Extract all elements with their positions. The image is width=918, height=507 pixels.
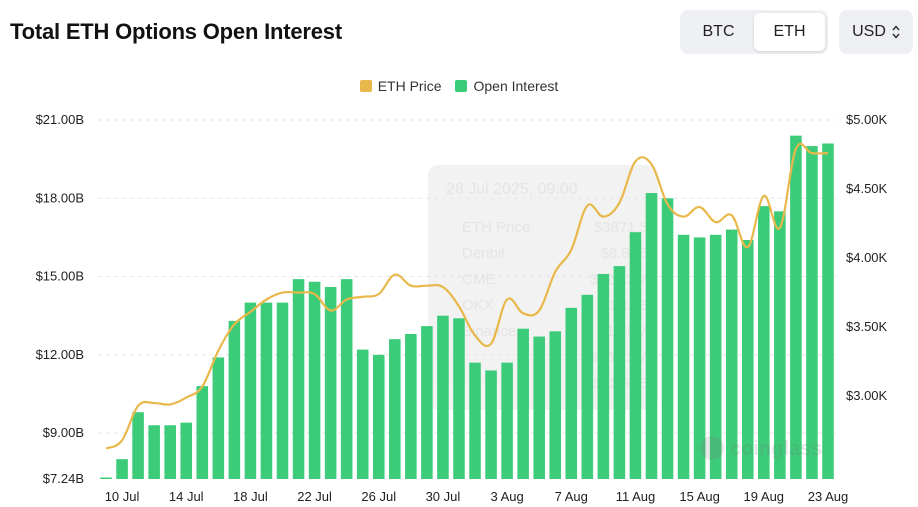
currency-value: USD xyxy=(852,23,886,40)
bar xyxy=(405,333,417,479)
tooltip-ghost-label: ETH Price xyxy=(462,219,530,236)
bar xyxy=(276,302,289,479)
legend-label-price: ETH Price xyxy=(377,78,442,94)
bar xyxy=(164,425,176,479)
y-right-tick-label: $5.00K xyxy=(846,112,888,127)
x-tick-label: 23 Aug xyxy=(808,489,849,504)
bar xyxy=(661,198,674,479)
x-tick-label: 18 Jul xyxy=(233,489,268,504)
bar xyxy=(533,336,545,479)
legend-swatch-price xyxy=(359,80,372,92)
y-axis-left: $21.00B $18.00B $15.00B $12.00B $9.00B $7.24B xyxy=(36,112,84,486)
y-left-tick-label: $15.00B xyxy=(36,269,84,284)
y-right-tick-label: $3.00K xyxy=(846,388,888,403)
x-tick-label: 22 Jul xyxy=(297,489,332,504)
price-series xyxy=(105,142,828,450)
watermark-text: coinglass xyxy=(730,438,822,460)
bar xyxy=(292,279,305,479)
bar xyxy=(421,326,433,479)
price-line xyxy=(105,142,828,450)
bar xyxy=(196,386,209,479)
tooltip-ghost-value: $3871.5 xyxy=(594,219,648,236)
x-axis: 10 Jul 14 Jul 18 Jul 22 Jul 26 Jul 30 Jul 3 Au… xyxy=(105,489,849,504)
bar xyxy=(677,234,690,479)
bar xyxy=(613,266,626,479)
bar xyxy=(565,307,578,479)
bar xyxy=(437,315,449,479)
tooltip-ghost-label: OKX xyxy=(462,297,494,314)
tooltip-ghost-label: Deribit xyxy=(462,245,506,262)
bar xyxy=(324,286,337,479)
btc-button[interactable]: BTC xyxy=(702,23,735,40)
bar xyxy=(741,240,754,479)
y-left-tick-label: $18.00B xyxy=(36,190,84,205)
x-tick-label: 30 Jul xyxy=(426,489,461,504)
chart-legend: ETH Price Open Interest xyxy=(0,78,918,94)
bar xyxy=(790,135,802,480)
x-tick-label: 7 Aug xyxy=(555,489,588,504)
bar xyxy=(693,237,706,479)
bar xyxy=(308,281,321,479)
x-tick-label: 3 Aug xyxy=(490,489,523,504)
bars-series xyxy=(100,135,834,480)
bar xyxy=(260,302,273,479)
x-tick-label: 14 Jul xyxy=(169,489,204,504)
bar xyxy=(485,370,497,479)
tooltip-ghost-time: 28 Jul 2025, 09:00 xyxy=(446,181,578,198)
bar xyxy=(469,362,481,479)
asset-toggle: BTC ETH xyxy=(680,10,828,54)
x-tick-label: 15 Aug xyxy=(679,489,720,504)
bar xyxy=(180,422,193,479)
y-axis-right: $5.00K $4.50K $4.00K $3.50K $3.00K xyxy=(846,112,888,403)
legend-item-eth-price[interactable]: ETH Price xyxy=(359,78,442,94)
eth-button[interactable]: ETH xyxy=(754,13,825,51)
x-tick-label: 10 Jul xyxy=(105,489,140,504)
bar xyxy=(453,318,465,479)
bar xyxy=(389,339,401,479)
bar xyxy=(549,331,562,479)
bar xyxy=(212,357,225,479)
bar xyxy=(725,229,738,479)
bar xyxy=(774,211,786,479)
legend-label-oi: Open Interest xyxy=(473,78,559,94)
sort-updown-icon xyxy=(892,25,900,39)
legend-swatch-oi xyxy=(455,80,468,92)
y-left-tick-label: $12.00B xyxy=(36,347,84,362)
y-left-tick-label: $7.24B xyxy=(43,471,84,486)
y-right-tick-label: $4.50K xyxy=(846,181,888,196)
bar xyxy=(372,354,385,479)
bar xyxy=(517,328,529,479)
watermark: coinglass xyxy=(700,436,822,460)
bar xyxy=(116,459,128,479)
bar xyxy=(597,273,610,479)
bar xyxy=(645,193,658,480)
tooltip-ghost-label: CME xyxy=(462,271,495,288)
bar xyxy=(228,320,241,479)
bar xyxy=(629,232,642,479)
watermark-logo-icon xyxy=(700,436,724,460)
y-right-tick-label: $4.00K xyxy=(846,250,888,265)
bar xyxy=(806,146,818,479)
y-right-tick-label: $3.50K xyxy=(846,319,888,334)
bar xyxy=(501,362,513,479)
x-tick-label: 26 Jul xyxy=(361,489,396,504)
bar xyxy=(148,425,160,479)
y-left-tick-label: $21.00B xyxy=(36,112,84,127)
currency-select[interactable]: USD xyxy=(839,10,913,54)
bar xyxy=(758,206,770,479)
page-title: Total ETH Options Open Interest xyxy=(10,19,342,44)
bar xyxy=(822,143,834,479)
x-tick-label: 19 Aug xyxy=(744,489,785,504)
y-left-tick-label: $9.00B xyxy=(43,425,84,440)
bar xyxy=(340,279,353,479)
x-tick-label: 11 Aug xyxy=(616,489,656,504)
bar xyxy=(709,234,722,479)
bar xyxy=(356,349,369,479)
bar xyxy=(581,294,594,479)
bar xyxy=(100,477,112,479)
bar xyxy=(132,412,144,479)
legend-item-open-interest[interactable]: Open Interest xyxy=(455,78,558,94)
bar xyxy=(244,302,257,479)
